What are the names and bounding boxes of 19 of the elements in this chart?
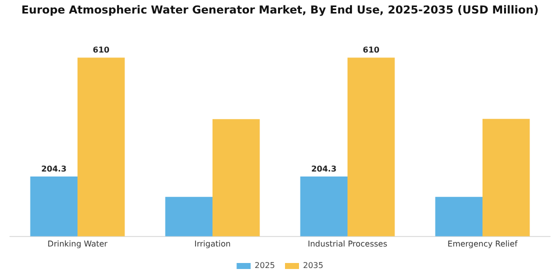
bar bbox=[300, 176, 348, 236]
x-tick-label: Industrial Processes bbox=[308, 239, 388, 248]
legend-label: 2035 bbox=[303, 261, 324, 270]
data-label: 204.3 bbox=[41, 164, 67, 174]
bar bbox=[348, 58, 395, 236]
data-label: 204.3 bbox=[311, 164, 337, 174]
legend-label: 2025 bbox=[254, 261, 275, 270]
data-label: 610 bbox=[362, 46, 380, 55]
bar bbox=[212, 119, 260, 236]
chart-title: Europe Atmospheric Water Generator Market, By End Use, 2025-2035 (USD Million) bbox=[21, 3, 539, 16]
bar bbox=[482, 118, 530, 236]
x-tick-label: Emergency Relief bbox=[448, 239, 518, 248]
x-tick-label: Irrigation bbox=[194, 239, 231, 248]
bar bbox=[165, 196, 212, 236]
x-tick-label: Drinking Water bbox=[48, 239, 108, 248]
bar bbox=[30, 176, 78, 236]
bar bbox=[435, 196, 482, 236]
data-label: 610 bbox=[92, 46, 110, 55]
bar bbox=[78, 58, 125, 236]
